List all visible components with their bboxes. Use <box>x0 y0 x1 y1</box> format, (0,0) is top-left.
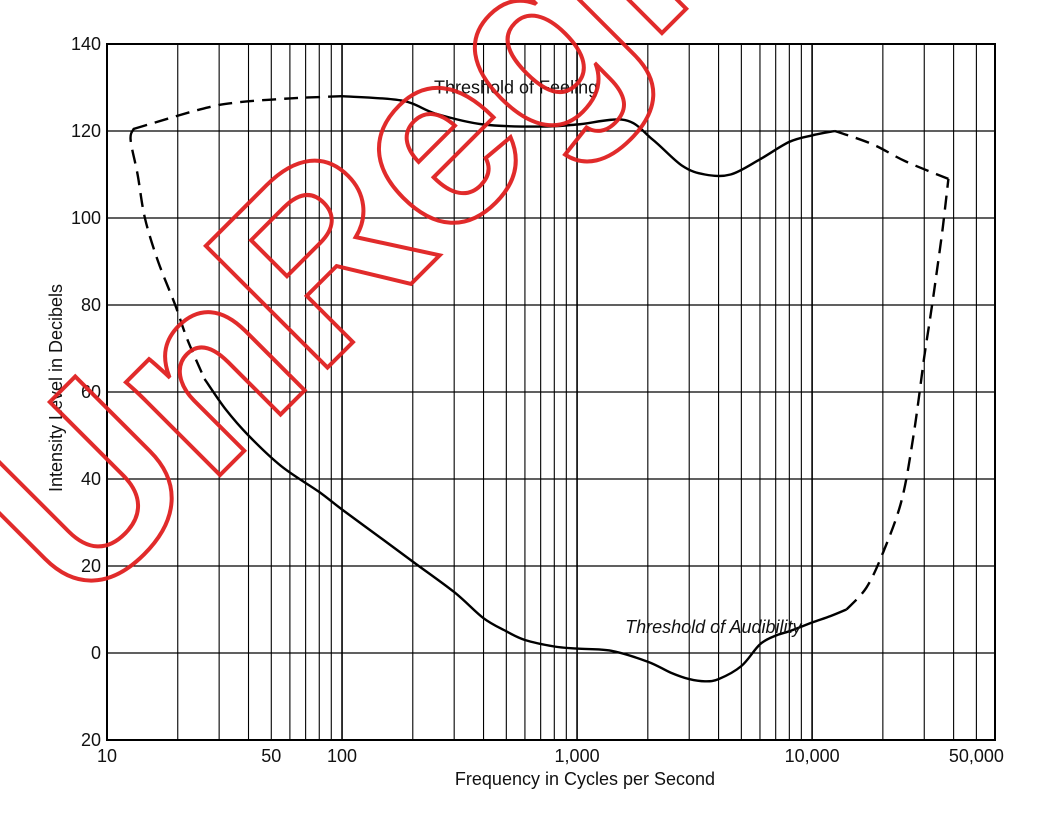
x-tick-label: 10,000 <box>785 746 840 766</box>
y-tick-label: 100 <box>71 208 101 228</box>
curve-segment-4 <box>129 128 206 380</box>
curve-segment-2 <box>834 129 949 181</box>
y-tick-label: 0 <box>91 643 101 663</box>
curve-segment-6 <box>845 178 950 611</box>
x-tick-label: 100 <box>327 746 357 766</box>
threshold-of-audibility-label: Threshold of Audibility <box>625 617 802 637</box>
x-axis-title: Frequency in Cycles per Second <box>455 769 715 789</box>
y-tick-label: 20 <box>81 556 101 576</box>
threshold-of-feeling-label: Threshold of Feeling <box>434 78 598 98</box>
y-tick-label: 120 <box>71 121 101 141</box>
y-tick-label: 140 <box>71 34 101 54</box>
x-tick-label: 1,000 <box>555 746 600 766</box>
grid-lines <box>106 43 996 741</box>
x-tick-label: 10 <box>97 746 117 766</box>
y-tick-label: 80 <box>81 295 101 315</box>
x-tick-label: 50,000 <box>949 746 1004 766</box>
y-axis-title: Intensity Level in Decibels <box>46 284 66 492</box>
y-tick-label: 20 <box>81 730 101 750</box>
y-tick-label: 40 <box>81 469 101 489</box>
curve-segment-3 <box>132 95 343 131</box>
plot-frame <box>106 43 996 741</box>
curve-segment-5 <box>203 378 847 683</box>
curves <box>129 95 950 683</box>
x-tick-label: 50 <box>261 746 281 766</box>
y-tick-label: 60 <box>81 382 101 402</box>
curve-segment-1 <box>341 95 836 178</box>
